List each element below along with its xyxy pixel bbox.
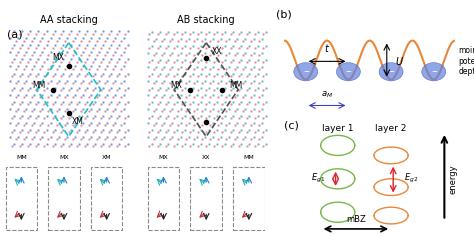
Text: MM: MM	[16, 155, 27, 160]
Text: MX: MX	[52, 53, 64, 62]
Text: (b): (b)	[276, 9, 292, 19]
Text: MX: MX	[170, 81, 182, 90]
Title: AA stacking: AA stacking	[40, 15, 98, 25]
Text: $t$: $t$	[324, 42, 330, 54]
Text: layer 1: layer 1	[322, 124, 354, 133]
Title: AB stacking: AB stacking	[177, 15, 235, 25]
FancyBboxPatch shape	[6, 167, 37, 230]
Text: $E_{g1}$: $E_{g1}$	[311, 172, 325, 185]
Text: energy: energy	[448, 164, 457, 194]
FancyBboxPatch shape	[148, 167, 179, 230]
FancyBboxPatch shape	[91, 167, 122, 230]
Ellipse shape	[379, 63, 403, 81]
Text: −: −	[431, 69, 437, 75]
Text: moiré
potential
depth: moiré potential depth	[458, 46, 474, 76]
Ellipse shape	[337, 63, 360, 81]
Text: −: −	[346, 69, 351, 75]
Text: XM: XM	[71, 117, 83, 126]
FancyBboxPatch shape	[191, 167, 222, 230]
Text: −: −	[388, 69, 394, 75]
FancyBboxPatch shape	[48, 167, 80, 230]
Text: layer 2: layer 2	[375, 124, 407, 133]
Ellipse shape	[294, 63, 318, 81]
Text: MM: MM	[32, 81, 46, 90]
Text: $U$: $U$	[395, 55, 404, 67]
Text: (c): (c)	[284, 120, 299, 130]
Text: $a_M$: $a_M$	[321, 90, 333, 100]
Text: MM: MM	[244, 155, 254, 160]
Text: XM: XM	[102, 155, 111, 160]
Text: MM: MM	[229, 81, 243, 90]
Ellipse shape	[422, 63, 446, 81]
FancyBboxPatch shape	[233, 167, 264, 230]
Text: $E_{g2}$: $E_{g2}$	[404, 172, 418, 185]
Text: mBZ: mBZ	[346, 215, 366, 224]
Text: XX: XX	[202, 155, 210, 160]
Text: MX: MX	[59, 155, 69, 160]
Text: −: −	[303, 69, 309, 75]
Text: MX: MX	[159, 155, 168, 160]
Text: XX: XX	[211, 47, 222, 56]
Text: (a): (a)	[7, 30, 22, 40]
